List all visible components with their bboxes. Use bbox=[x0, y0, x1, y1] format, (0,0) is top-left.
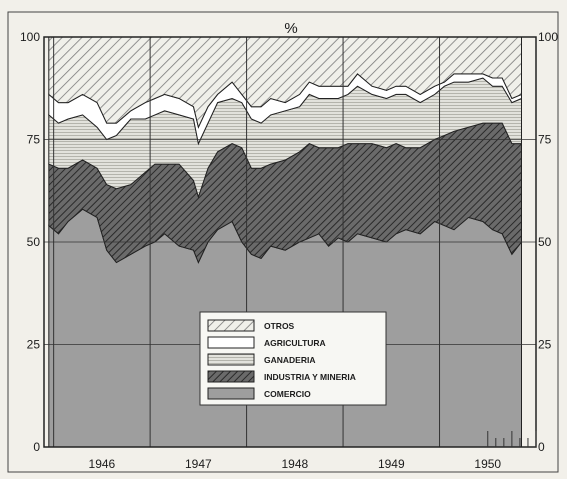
y-tick-label-left: 75 bbox=[27, 133, 41, 147]
legend-swatch-ganaderia bbox=[207, 353, 255, 366]
x-tick-label: 1949 bbox=[378, 457, 405, 471]
y-tick-label-right: 100 bbox=[538, 30, 558, 44]
plot-border bbox=[43, 36, 537, 448]
y-tick-labels-right: 0 25 50 75 100 bbox=[538, 30, 558, 454]
x-tick-label: 1947 bbox=[185, 457, 212, 471]
y-tick-label-right: 0 bbox=[538, 440, 545, 454]
y-tick-labels-left: 0 25 50 75 100 bbox=[20, 30, 40, 454]
y-tick-label-left: 50 bbox=[27, 235, 41, 249]
y-tick-label-right: 50 bbox=[538, 235, 552, 249]
legend-swatch-otros bbox=[207, 319, 255, 332]
x-tick-label: 1948 bbox=[281, 457, 308, 471]
areas-layer bbox=[48, 36, 522, 448]
y-tick-label-left: 0 bbox=[33, 440, 40, 454]
plot-frame-layer bbox=[43, 36, 537, 448]
x-tick-labels: 194619471948194919501951 bbox=[89, 431, 537, 471]
legend: OTROS AGRICULTURA GANADERIA INDUSTRIA Y MIN… bbox=[199, 311, 387, 406]
legend-label-comercio: COMERCIO bbox=[264, 389, 311, 399]
outer-frame bbox=[7, 11, 559, 473]
legend-swatch-agricultura bbox=[207, 336, 255, 349]
y-tick-label-right: 25 bbox=[538, 338, 552, 352]
y-tick-label-left: 25 bbox=[27, 338, 41, 352]
legend-label-otros: OTROS bbox=[264, 321, 295, 331]
y-unit-label: % bbox=[284, 20, 297, 37]
legend-swatch-comercio bbox=[207, 387, 255, 400]
y-tick-label-left: 100 bbox=[20, 30, 40, 44]
legend-label-ganaderia: GANADERIA bbox=[264, 355, 315, 365]
x-tick-label: 1946 bbox=[89, 457, 116, 471]
x-tick-label: 1950 bbox=[474, 457, 501, 471]
y-tick-label-right: 75 bbox=[538, 133, 552, 147]
legend-label-industria-y-mineria: INDUSTRIA Y MINERIA bbox=[264, 372, 356, 382]
legend-label-agricultura: AGRICULTURA bbox=[264, 338, 326, 348]
legend-swatch-industria-y-mineria bbox=[207, 370, 255, 383]
